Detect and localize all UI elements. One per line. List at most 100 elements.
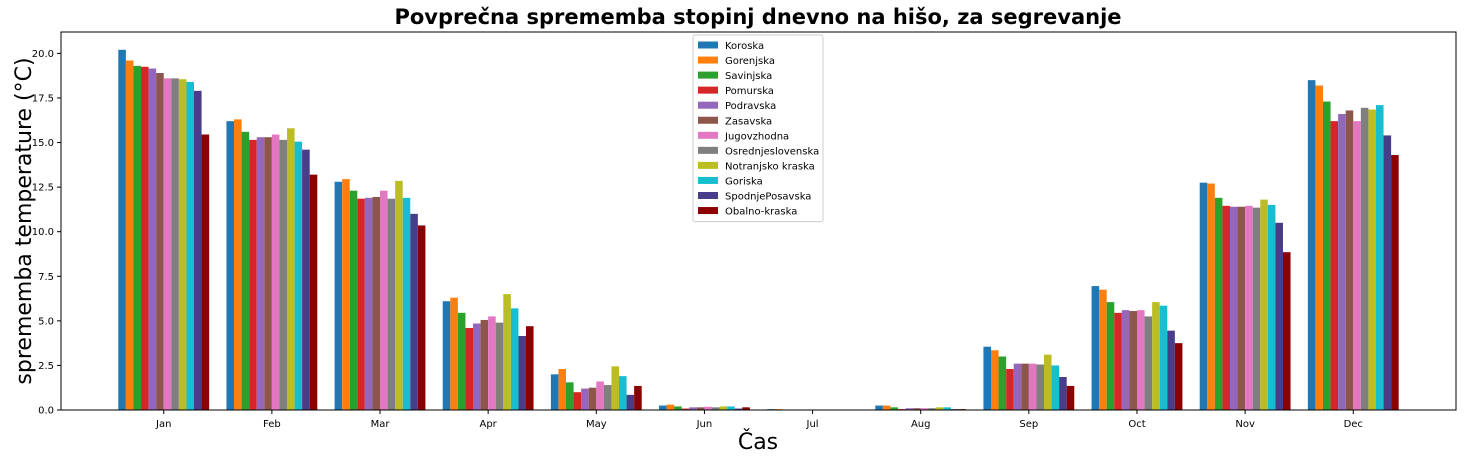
- legend-label-obalno-kraska: Obalno-kraska: [725, 207, 797, 218]
- y-tick-label: 0.0: [38, 406, 54, 417]
- bar-dec-savinjska: [1322, 101, 1331, 410]
- bar-jun-goriska: [727, 406, 735, 410]
- bar-mar-notranjsko-kraska: [395, 180, 403, 410]
- bar-apr-podravska: [473, 323, 481, 410]
- bar-apr-jugovzhodna: [488, 316, 496, 410]
- bar-oct-gorenjska: [1099, 289, 1107, 410]
- bar-jun-obalno-kraska: [742, 407, 750, 410]
- x-tick-label-feb: Feb: [263, 419, 281, 430]
- bar-mar-jugovzhodna: [380, 190, 388, 410]
- bar-sep-obalno-kraska: [1066, 385, 1075, 410]
- bar-may-koroska: [550, 374, 559, 410]
- bar-dec-jugovzhodna: [1353, 121, 1361, 411]
- legend-swatch-pomurska: [698, 86, 718, 94]
- bar-may-notranjsko-kraska: [611, 366, 619, 410]
- bar-sep-savinjska: [998, 356, 1007, 410]
- bar-may-gorenjska: [558, 368, 567, 410]
- legend-swatch-osrednjeslovenska: [698, 146, 718, 154]
- bar-jun-zasavska: [696, 407, 705, 410]
- y-axis-label: sprememba temperature (°C): [12, 57, 37, 384]
- y-tick-label: 10.0: [32, 227, 54, 238]
- x-tick-label-jul: Jul: [806, 419, 819, 430]
- bar-aug-zasavska: [913, 408, 921, 410]
- chart-title: Povprečna sprememba stopinj dnevno na hi…: [394, 5, 1121, 29]
- legend-label-goriska: Goriska: [725, 176, 763, 187]
- bar-dec-goriska: [1375, 105, 1384, 410]
- x-axis-label: Čas: [738, 429, 778, 455]
- bar-apr-koroska: [442, 301, 451, 410]
- legend-swatch-savinjska: [698, 71, 718, 79]
- bar-may-podravska: [581, 388, 589, 410]
- bars-group: [118, 49, 1399, 411]
- bar-dec-notranjsko-kraska: [1368, 109, 1376, 410]
- bar-aug-osrednjeslovenska: [928, 408, 936, 410]
- bar-nov-pomurska: [1222, 205, 1230, 410]
- legend-label-osrednjeslovenska: Osrednjeslovenska: [725, 146, 819, 157]
- bar-oct-jugovzhodna: [1136, 310, 1145, 410]
- bar-feb-spodnjeposavska: [302, 149, 310, 410]
- bar-may-savinjska: [566, 382, 574, 410]
- bar-oct-notranjsko-kraska: [1152, 302, 1160, 410]
- bar-sep-goriska: [1051, 365, 1060, 410]
- bar-feb-osrednjeslovenska: [279, 139, 288, 410]
- x-axis: Jan Feb Mar Apr May Jun Jul Aug Sep Oct Nov Dec: [155, 410, 1363, 430]
- bar-dec-pomurska: [1330, 121, 1339, 411]
- bar-apr-goriska: [510, 308, 519, 410]
- legend-swatch-podravska: [698, 101, 718, 109]
- bar-dec-zasavska: [1345, 110, 1354, 410]
- bar-mar-osrednjeslovenska: [387, 198, 396, 410]
- bar-feb-jugovzhodna: [271, 134, 280, 410]
- bar-mar-koroska: [334, 181, 343, 410]
- bar-nov-spodnjeposavska: [1275, 222, 1283, 410]
- bar-jan-zasavska: [156, 73, 164, 410]
- bar-dec-koroska: [1307, 80, 1316, 410]
- x-tick-label-may: May: [586, 419, 607, 430]
- bar-aug-koroska: [875, 405, 883, 410]
- bar-mar-podravska: [364, 197, 373, 410]
- bar-feb-goriska: [294, 141, 303, 410]
- bar-sep-zasavska: [1021, 363, 1029, 410]
- bar-jan-koroska: [118, 49, 126, 410]
- bar-feb-zasavska: [264, 137, 272, 410]
- bar-nov-gorenjska: [1207, 183, 1215, 410]
- bar-nov-koroska: [1199, 182, 1208, 410]
- bar-jan-obalno-kraska: [201, 134, 210, 410]
- bar-apr-osrednjeslovenska: [495, 322, 504, 410]
- bar-apr-obalno-kraska: [526, 326, 534, 410]
- bar-feb-savinjska: [241, 131, 250, 410]
- legend-label-pomurska: Pomurska: [725, 86, 774, 97]
- bar-jan-gorenjska: [125, 60, 134, 410]
- x-tick-label-apr: Apr: [479, 419, 497, 430]
- x-tick-label-mar: Mar: [371, 419, 391, 430]
- y-axis: 0.0 2.5 5.0 7.5 10.0 12.5 15.0 17.5 20.0: [32, 49, 61, 417]
- bar-jun-koroska: [659, 405, 667, 410]
- bar-aug-podravska: [905, 408, 914, 410]
- legend-label-podravska: Podravska: [725, 101, 776, 112]
- bar-jan-savinjska: [133, 65, 142, 410]
- bar-feb-obalno-kraska: [309, 174, 318, 410]
- bar-sep-pomurska: [1006, 368, 1014, 410]
- bar-nov-savinjska: [1214, 197, 1223, 410]
- bar-oct-goriska: [1159, 305, 1168, 410]
- bar-apr-notranjsko-kraska: [503, 294, 511, 410]
- bar-nov-zasavska: [1237, 206, 1246, 410]
- bar-mar-obalno-kraska: [417, 225, 426, 410]
- bar-oct-koroska: [1091, 286, 1100, 410]
- bar-mar-goriska: [402, 197, 411, 410]
- legend-label-zasavska: Zasavska: [725, 116, 772, 127]
- bar-jun-notranjsko-kraska: [719, 406, 728, 410]
- bar-aug-gorenjska: [882, 405, 891, 410]
- legend-swatch-koroska: [698, 41, 718, 49]
- legend-label-jugovzhodna: Jugovzhodna: [724, 131, 789, 142]
- bar-dec-gorenjska: [1315, 85, 1323, 411]
- x-tick-label-dec: Dec: [1344, 419, 1363, 430]
- bar-dec-podravska: [1338, 114, 1346, 411]
- bar-sep-spodnjeposavska: [1059, 377, 1067, 410]
- legend-swatch-zasavska: [698, 116, 718, 124]
- bar-jun-spodnjeposavska: [734, 408, 743, 410]
- bar-jun-osrednjeslovenska: [712, 407, 720, 410]
- bar-jan-pomurska: [141, 66, 149, 411]
- bar-nov-notranjsko-kraska: [1260, 199, 1268, 410]
- bar-apr-spodnjeposavska: [518, 336, 526, 410]
- legend-swatch-notranjsko-kraska: [698, 161, 718, 169]
